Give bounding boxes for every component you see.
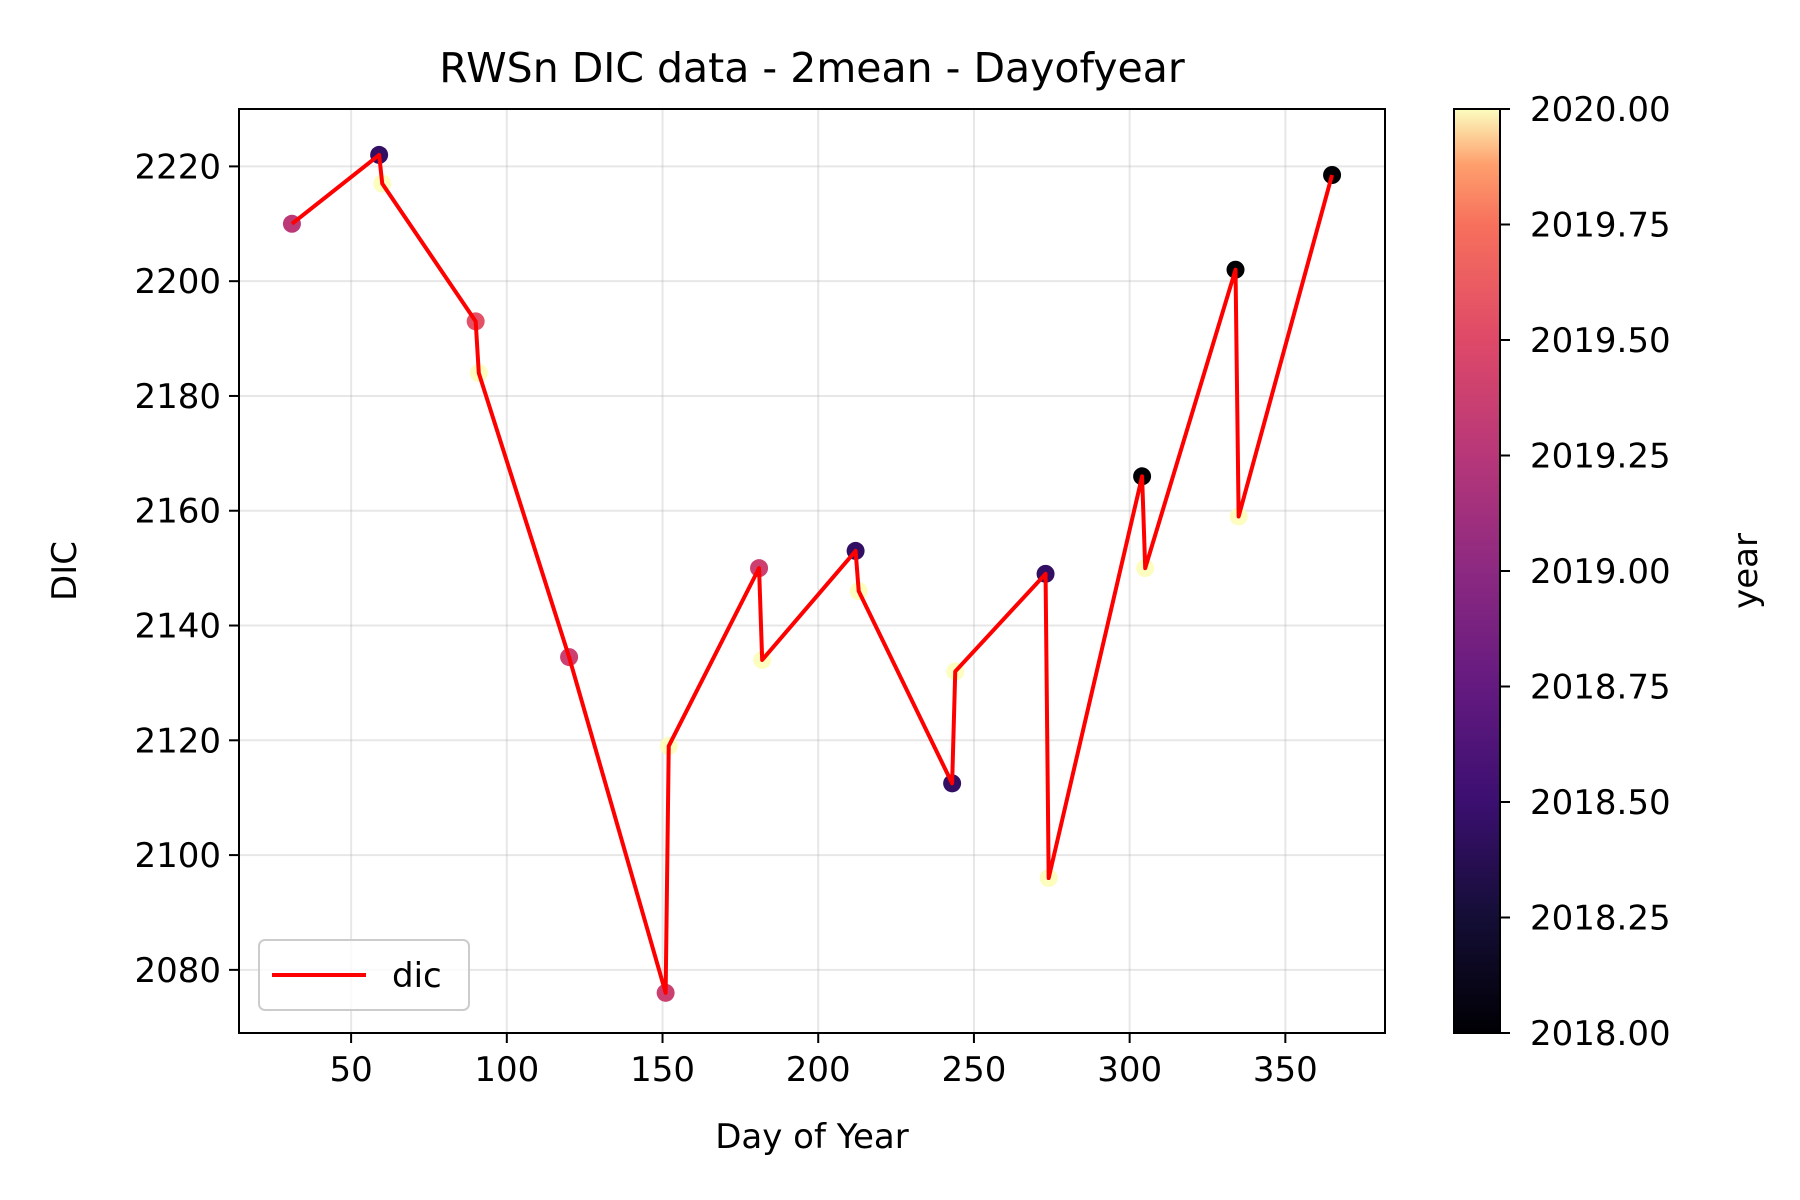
dic-series-line xyxy=(290,152,1334,995)
plot-area xyxy=(282,145,1342,1002)
grid xyxy=(239,109,1385,1033)
colorbar-gradient xyxy=(1453,108,1501,1034)
colorbar-tick-label: 2018.00 xyxy=(1530,1014,1671,1054)
plot-frame xyxy=(238,108,1386,1034)
y-axis: 2080 2100 2120 2140 2160 2180 2200 2220 xyxy=(134,147,239,991)
legend-label-dic: dic xyxy=(392,956,442,996)
colorbar-tick-label: 2018.75 xyxy=(1530,668,1671,708)
y-tick-label: 2220 xyxy=(134,147,221,187)
chart-title: RWSn DIC data - 2mean - Dayofyear xyxy=(439,44,1185,92)
colorbar-tick-label: 2019.50 xyxy=(1530,321,1671,361)
colorbar-ticks: 2018.00 2018.25 2018.50 2018.75 2019.00 2019.… xyxy=(1500,90,1671,1054)
y-tick-label: 2200 xyxy=(134,262,221,302)
colorbar-label: year xyxy=(1726,533,1766,609)
colorbar-tick-label: 2019.00 xyxy=(1530,552,1671,592)
x-tick-label: 350 xyxy=(1253,1050,1318,1090)
y-tick-label: 2120 xyxy=(134,721,221,761)
x-tick-label: 200 xyxy=(786,1050,851,1090)
x-tick-label: 100 xyxy=(474,1050,539,1090)
colorbar-tick-label: 2018.50 xyxy=(1530,783,1671,823)
x-tick-label: 50 xyxy=(329,1050,372,1090)
x-axis-title: Day of Year xyxy=(715,1117,909,1157)
y-tick-label: 2180 xyxy=(134,377,221,417)
x-tick-label: 300 xyxy=(1097,1050,1162,1090)
y-tick-label: 2160 xyxy=(134,492,221,532)
x-tick-label: 150 xyxy=(630,1050,695,1090)
colorbar-tick-label: 2019.75 xyxy=(1530,206,1671,246)
x-tick-label: 250 xyxy=(941,1050,1006,1090)
colorbar-tick-label: 2018.25 xyxy=(1530,899,1671,939)
colorbar-tick-label: 2019.25 xyxy=(1530,437,1671,477)
y-axis-title: DIC xyxy=(45,541,85,601)
legend: dic xyxy=(258,939,470,1011)
colorbar: 2018.00 2018.25 2018.50 2018.75 2019.00 2019.… xyxy=(1453,90,1766,1054)
colorbar-tick-label: 2020.00 xyxy=(1530,90,1671,130)
y-tick-label: 2080 xyxy=(134,951,221,991)
y-tick-label: 2140 xyxy=(134,607,221,647)
x-axis: 50 100 150 200 250 300 350 xyxy=(329,1033,1318,1090)
y-tick-label: 2100 xyxy=(134,836,221,876)
